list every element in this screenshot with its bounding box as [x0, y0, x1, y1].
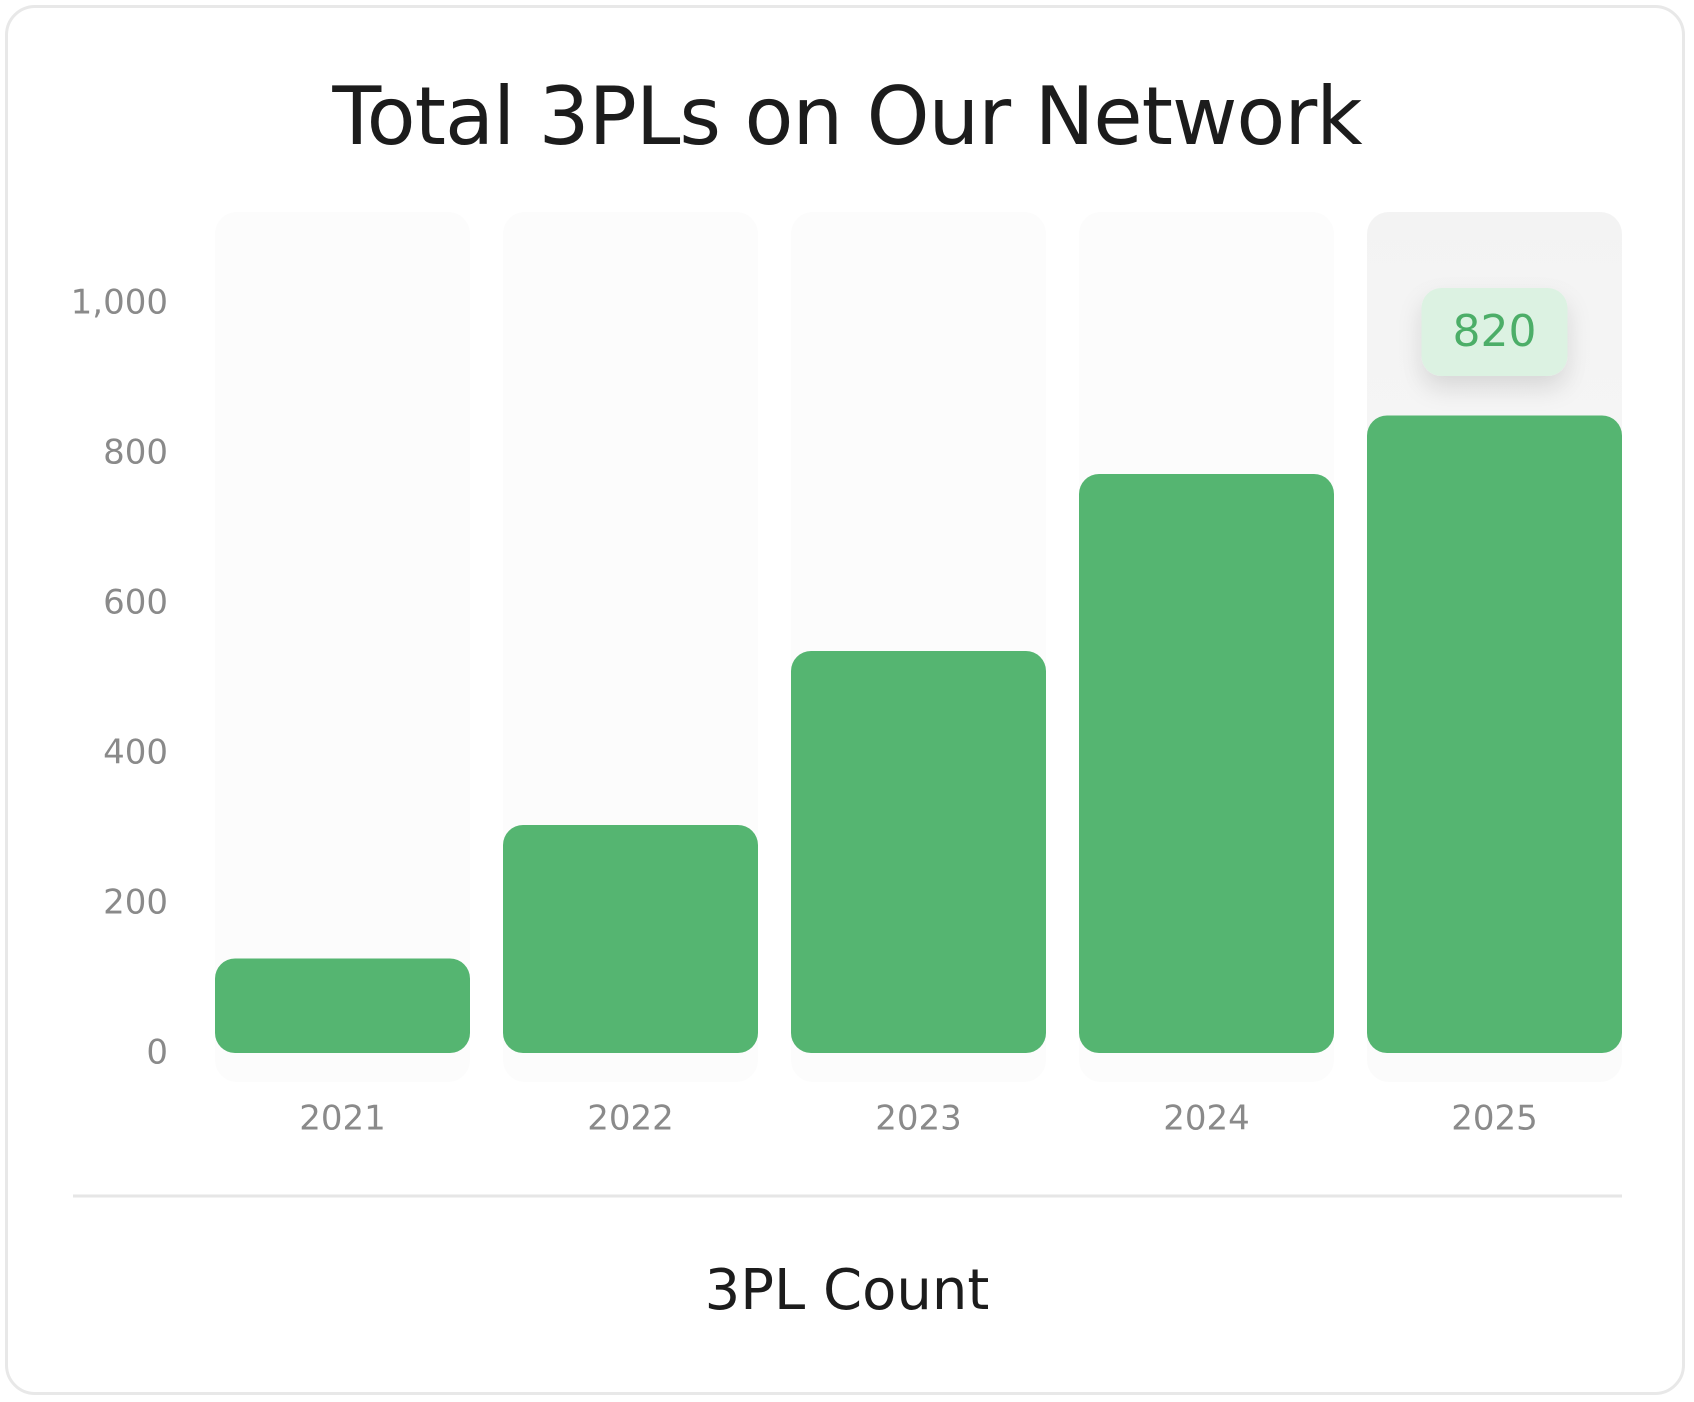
tooltip-value: 820 [1453, 306, 1537, 357]
y-axis: 0 200 400 600 800 1,000 [71, 283, 168, 1073]
bar-2022[interactable] [503, 825, 758, 1053]
tooltip: 820 [1421, 288, 1568, 376]
y-tick-label: 1,000 [71, 283, 168, 323]
x-tick-label: 2021 [299, 1099, 386, 1139]
x-tick-label: 2022 [587, 1099, 674, 1139]
y-tick-label: 0 [146, 1033, 168, 1073]
y-tick-label: 600 [103, 583, 168, 623]
x-tick-label: 2023 [875, 1099, 962, 1139]
bar-2021[interactable] [215, 958, 470, 1054]
tooltip-box [1421, 288, 1568, 376]
x-tick-label: 2025 [1451, 1099, 1538, 1139]
legend-label: 3PL Count [704, 1258, 990, 1323]
y-tick-label: 400 [103, 733, 168, 773]
bar-track [215, 212, 470, 1082]
x-tick-label: 2024 [1163, 1099, 1250, 1139]
y-tick-label: 800 [103, 433, 168, 473]
x-axis: 2021 2022 2023 2024 2025 [299, 1099, 1538, 1139]
bar-2024[interactable] [1079, 474, 1334, 1053]
bar-2023[interactable] [791, 651, 1046, 1053]
bar-2025[interactable] [1367, 415, 1622, 1054]
bars [215, 415, 1622, 1054]
chart-title: Total 3PLs on Our Network [332, 70, 1362, 163]
y-tick-label: 200 [103, 883, 168, 923]
